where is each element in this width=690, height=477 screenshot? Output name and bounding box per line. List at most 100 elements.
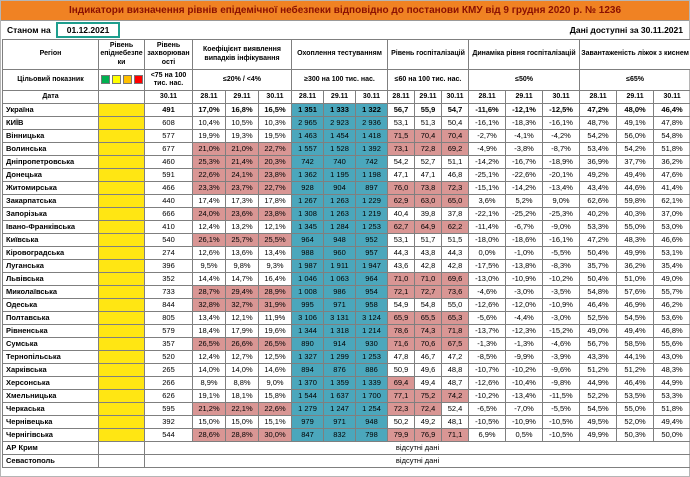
value-cell: 986: [323, 285, 356, 299]
value-cell: 56,0%: [616, 129, 655, 143]
target-value: ≥300 на 100 тис. нас.: [291, 69, 388, 91]
value-cell: 2 923: [323, 116, 356, 130]
data-available-label: Дані доступні за 30.11.2021: [569, 25, 683, 35]
value-cell: -16,1%: [542, 233, 581, 247]
value-cell: 22,7%: [258, 181, 292, 195]
danger-level-cell: [98, 181, 145, 195]
value-cell: 72,4: [414, 402, 442, 416]
value-cell: -15,1%: [468, 181, 507, 195]
value-cell: 19,5%: [258, 129, 292, 143]
as-of-label: Станом на: [7, 25, 51, 35]
value-cell: -15,2%: [542, 324, 581, 338]
danger-level-cell: [98, 207, 145, 221]
date-header: 30.11: [542, 90, 581, 104]
value-cell: 876: [323, 363, 356, 377]
value-cell: 71,1: [440, 428, 470, 442]
value-cell: -10,9%: [505, 272, 544, 286]
value-cell: 12,7%: [225, 350, 259, 364]
value-cell: 971: [323, 298, 356, 312]
value-cell: 897: [355, 181, 388, 195]
value-cell: 28,7%: [192, 285, 226, 299]
value-cell: -25,1%: [468, 168, 507, 182]
target-value: ≤65%: [579, 69, 690, 91]
region-row: Одеська 844 32,8% 32,7% 31,9% 995 971 958 54,9 54…: [2, 298, 690, 312]
value-cell: 265: [144, 363, 193, 377]
value-cell: -10,2%: [468, 389, 507, 403]
value-cell: 44,9%: [579, 376, 618, 390]
value-cell: 71,6: [387, 337, 415, 351]
value-cell: 12,4%: [192, 350, 226, 364]
region-row: Сумська 357 26,5% 26,6% 26,5% 890 914 930 71,6 70…: [2, 337, 690, 351]
value-cell: 28,6%: [192, 428, 226, 442]
value-cell: -5,6%: [468, 311, 507, 325]
value-cell: 23,3%: [192, 181, 226, 195]
value-cell: 1 345: [291, 220, 324, 234]
danger-level-cell: [98, 376, 145, 390]
value-cell: 960: [323, 246, 356, 260]
region-name: Тернопільська: [2, 350, 99, 364]
value-cell: 43,6: [387, 259, 415, 273]
value-cell: -8,5%: [468, 350, 507, 364]
value-cell: -18,6%: [505, 233, 544, 247]
value-cell: 49,9%: [616, 246, 655, 260]
value-cell: -16,1%: [542, 116, 581, 130]
value-cell: 440: [144, 194, 193, 208]
value-cell: 50,9: [387, 363, 415, 377]
danger-level-cell: [98, 142, 145, 156]
date-header: 29.11: [414, 90, 442, 104]
date-header: 28.11: [192, 90, 226, 104]
value-cell: 55,0%: [616, 402, 655, 416]
danger-level-cell: [98, 116, 145, 130]
value-cell: 52,5%: [579, 311, 618, 325]
target-value: <75 на 100 тис. нас.: [144, 69, 193, 91]
value-cell: 72,7: [414, 285, 442, 299]
value-cell: 23,6%: [225, 207, 259, 221]
danger-level-cell: [98, 298, 145, 312]
danger-level-cell: [98, 441, 145, 455]
danger-level-cell: [98, 233, 145, 247]
region-row: Тернопільська 520 12,4% 12,7% 12,5% 1 327 1 29…: [2, 350, 690, 364]
value-cell: -9,8%: [542, 376, 581, 390]
danger-level-cell: [98, 415, 145, 429]
date-header: 28.11: [579, 90, 618, 104]
value-cell: -13,4%: [505, 389, 544, 403]
value-cell: -18,3%: [505, 116, 544, 130]
region-row: КИЇВ 608 10,4% 10,5% 10,3% 2 965 2 923 2 936 53,…: [2, 116, 690, 130]
value-cell: 47,1: [387, 168, 415, 182]
value-cell: -5,5%: [542, 246, 581, 260]
value-cell: 392: [144, 415, 193, 429]
value-cell: 46,2%: [653, 298, 690, 312]
region-name: Донецька: [2, 168, 99, 182]
value-cell: 6,9%: [468, 428, 507, 442]
value-cell: 53,0%: [653, 220, 690, 234]
region-name: АР Крим: [2, 441, 99, 455]
value-cell: 733: [144, 285, 193, 299]
value-cell: 69,2: [440, 142, 470, 156]
report-title: Індикатори визначення рівнів епідемічної…: [1, 1, 689, 21]
value-cell: 2 965: [291, 116, 324, 130]
value-cell: 1 418: [355, 129, 388, 143]
value-cell: 49,4: [414, 376, 442, 390]
value-cell: 1 351: [291, 103, 324, 117]
value-cell: 14,0%: [192, 363, 226, 377]
value-cell: 46,6%: [653, 233, 690, 247]
region-row: Житомирська 466 23,3% 23,7% 22,7% 928 904 897 76…: [2, 181, 690, 195]
column-group-header: Охоплення тестуванням: [291, 39, 388, 70]
value-cell: 51,8%: [653, 402, 690, 416]
value-cell: 51,1: [440, 155, 470, 169]
danger-level-cell: [98, 337, 145, 351]
value-cell: 8,8%: [225, 376, 259, 390]
value-cell: 1 318: [323, 324, 356, 338]
value-cell: -12,6%: [468, 376, 507, 390]
value-cell: 70,6: [414, 337, 442, 351]
value-cell: 51,2%: [616, 363, 655, 377]
value-cell: 46,9%: [616, 298, 655, 312]
danger-level-cell: [98, 311, 145, 325]
value-cell: 54,5%: [579, 402, 618, 416]
value-cell: 24,1%: [225, 168, 259, 182]
date-header: [98, 90, 145, 104]
value-cell: 72,1: [387, 285, 415, 299]
target-value: ≤50%: [468, 69, 581, 91]
value-cell: 35,4%: [653, 259, 690, 273]
